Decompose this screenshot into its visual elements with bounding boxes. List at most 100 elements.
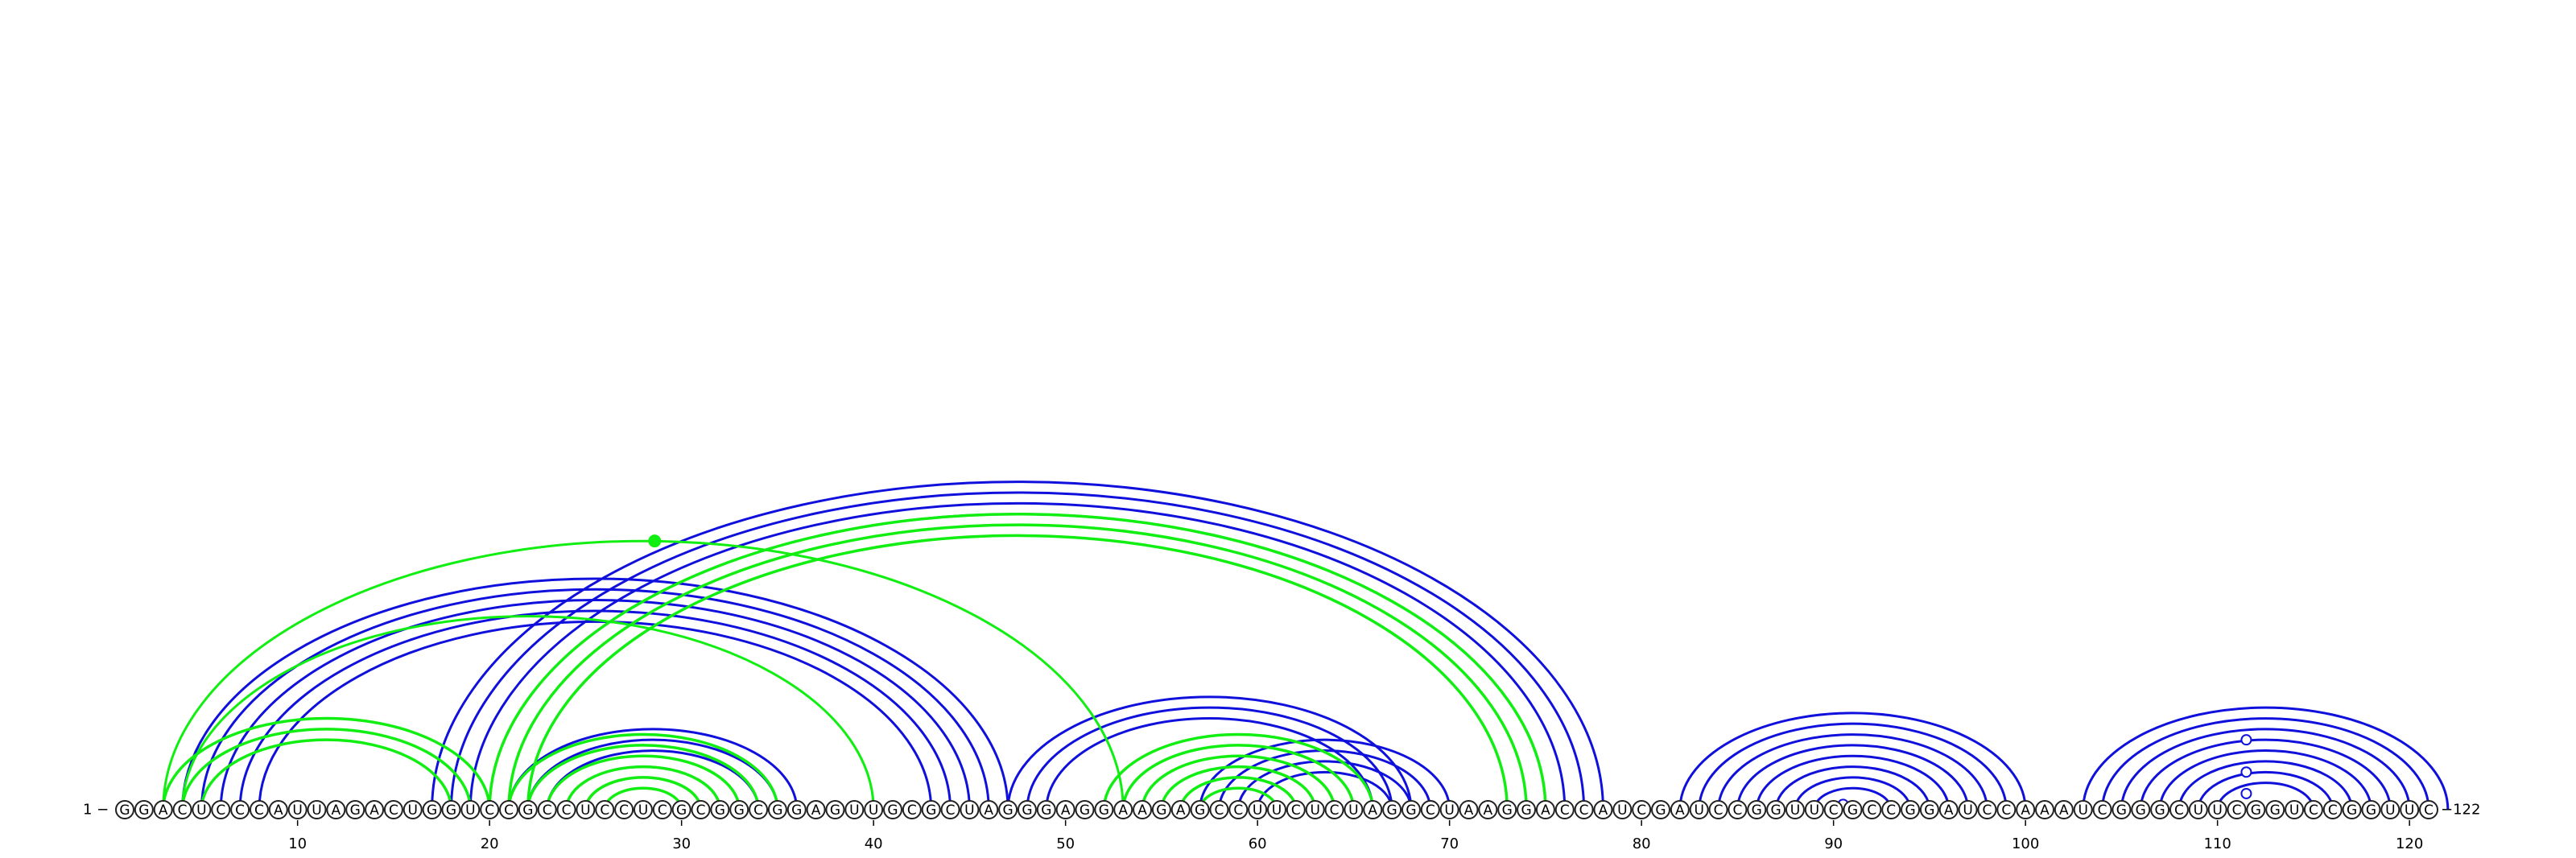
- nucleotide-circle: [786, 800, 807, 819]
- nucleotide-letter: G: [522, 802, 533, 819]
- nucleotide: C: [230, 800, 250, 819]
- nucleotide-letter: A: [274, 802, 283, 819]
- nucleotide-letter: A: [984, 802, 993, 819]
- nucleotide: G: [1151, 800, 1171, 819]
- blue-base-pair-arc: [1813, 786, 1893, 811]
- nucleotide: U: [1958, 800, 1978, 819]
- green-base-pair-arc: [181, 615, 875, 811]
- nucleotide: G: [883, 800, 902, 819]
- nucleotide: G: [1017, 800, 1037, 819]
- nucleotide: U: [1248, 800, 1268, 819]
- nucleotide: A: [1670, 800, 1690, 819]
- nucleotide-circle: [1170, 800, 1191, 819]
- nucleotide-circle: [153, 800, 173, 819]
- nucleotide-circle: [902, 800, 922, 819]
- nucleotide: A: [1113, 800, 1133, 819]
- blue-base-pair-arc: [2139, 738, 2392, 811]
- blue-base-pair-arc: [2197, 770, 2334, 811]
- nucleotide-circle: [307, 800, 327, 819]
- nucleotide-letter: U: [2194, 802, 2203, 819]
- nucleotide-circle: [115, 800, 134, 819]
- nucleotide-letter: C: [235, 802, 245, 819]
- blue-base-pair-arc: [2158, 749, 2372, 811]
- nucleotide: G: [2150, 800, 2170, 819]
- nucleotide: A: [2035, 800, 2054, 819]
- nucleotide-circle: [806, 800, 826, 819]
- nucleotide: U: [1612, 800, 1633, 819]
- nucleotide-letter: U: [1810, 802, 1819, 819]
- green-base-pair-arc: [161, 716, 491, 811]
- nucleotide-circle: [864, 800, 884, 819]
- nucleotide-letter: G: [2116, 802, 2127, 819]
- blue-base-pair-arc: [1794, 776, 1912, 811]
- nucleotide-letter: G: [1099, 802, 1109, 819]
- nucleotide-letter: A: [1118, 802, 1128, 819]
- nucleotide-circle: [1478, 800, 1498, 819]
- nucleotide-letter: U: [964, 802, 974, 819]
- nucleotide: A: [806, 800, 826, 819]
- nucleotide-letter: C: [216, 802, 225, 819]
- nucleotide-letter: U: [1253, 802, 1262, 819]
- nucleotide-circle: [1901, 800, 1921, 819]
- green-base-pair-arc: [162, 539, 1125, 811]
- nucleotide-letter: U: [465, 802, 475, 819]
- nucleotide: C: [1574, 800, 1594, 819]
- nucleotide-letter: G: [1387, 802, 1397, 819]
- nucleotide: C: [691, 800, 711, 819]
- nucleotide-letter: A: [1675, 802, 1685, 819]
- nucleotide-circle: [1286, 800, 1306, 819]
- nucleotide: G: [1651, 800, 1670, 819]
- nucleotide-circle: [2188, 800, 2208, 819]
- nucleotide: U: [402, 800, 423, 819]
- base-pair-arcs: [161, 481, 2450, 811]
- nucleotide: G: [1901, 800, 1921, 819]
- nucleotide-circle: [767, 800, 787, 819]
- nucleotide-letter: U: [292, 802, 302, 819]
- nucleotide-circle: [671, 800, 691, 819]
- nucleotide-circle: [1593, 800, 1613, 819]
- nucleotide-letter: C: [753, 802, 763, 819]
- nucleotide: G: [2246, 800, 2266, 819]
- nucleotide-circle: [1612, 800, 1633, 819]
- nucleotide-letter: U: [2212, 802, 2222, 819]
- nucleotide-circle: [1017, 800, 1037, 819]
- nucleotide-circle: [729, 800, 749, 819]
- nucleotide-letter: C: [178, 802, 188, 819]
- nucleotide: C: [2169, 800, 2189, 819]
- nucleotide-letter: C: [2232, 802, 2242, 819]
- nucleotide: A: [1363, 800, 1383, 819]
- nucleotide: U: [1305, 800, 1325, 819]
- green-base-pair-arc: [488, 513, 1547, 811]
- nucleotide-letter: A: [1176, 802, 1186, 819]
- nucleotide-circle: [595, 800, 615, 819]
- nucleotide-circle: [2227, 800, 2247, 819]
- nucleotide-circle: [1574, 800, 1594, 819]
- nucleotide-letter: C: [543, 802, 552, 819]
- nucleotide: G: [2131, 800, 2151, 819]
- nucleotide-circle: [345, 800, 365, 819]
- nucleotide: C: [2322, 800, 2343, 819]
- tick-label: 20: [481, 835, 499, 852]
- nucleotide-circle: [1133, 800, 1153, 819]
- nucleotide-letter: C: [562, 802, 572, 819]
- nucleotide: G: [998, 800, 1018, 819]
- nucleotide-circle: [1689, 800, 1709, 819]
- nucleotide: U: [2400, 800, 2420, 819]
- nucleotide-letter: A: [2040, 802, 2050, 819]
- nucleotide: U: [2285, 800, 2305, 819]
- nucleotide-circle: [1459, 800, 1479, 819]
- nucleotide-circle: [2265, 800, 2285, 819]
- blue-base-pair-arc: [546, 749, 760, 811]
- nucleotide: G: [422, 800, 442, 819]
- nucleotide-circle: [1919, 800, 1939, 819]
- nucleotide-letter: G: [2366, 802, 2376, 819]
- nucleotide-letter: C: [1560, 802, 1570, 819]
- nucleotide-circle: [1228, 800, 1249, 819]
- tick-label: 70: [1440, 835, 1459, 852]
- nucleotide: C: [480, 800, 500, 819]
- nucleotide: G: [786, 800, 807, 819]
- nucleotide-letter: G: [2347, 802, 2357, 819]
- tick-label: 80: [1633, 835, 1651, 852]
- nucleotide: U: [2188, 800, 2208, 819]
- nucleotide-circle: [1420, 800, 1440, 819]
